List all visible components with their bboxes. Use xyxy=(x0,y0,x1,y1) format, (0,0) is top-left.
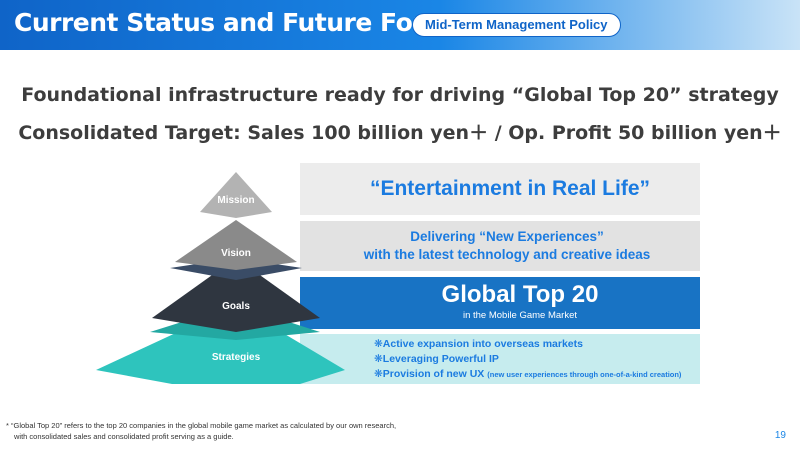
strategy-ux-note: (new user experiences through one-of-a-k… xyxy=(487,370,682,379)
strategy-ux-label: ❋Provision of new UX xyxy=(374,368,485,380)
pyramid-layer-goals xyxy=(152,258,320,332)
headline-strategy: Foundational infrastructure ready for dr… xyxy=(21,84,779,106)
pyramid-label-goals: Goals xyxy=(222,301,250,312)
pyramid-layer-strategies xyxy=(96,305,345,384)
goals-sub-text: in the Mobile Game Market xyxy=(462,310,578,321)
strategies-band xyxy=(300,334,700,384)
header-bar xyxy=(0,0,800,50)
pyramid-label-strategies: Strategies xyxy=(211,352,261,363)
footnote-line-2: with consolidated sales and consolidated… xyxy=(14,432,234,441)
goals-main-text: Global Top 20 xyxy=(441,281,599,308)
strategy-item-ip: ❋Leveraging Powerful IP xyxy=(374,353,499,365)
strategy-item-ux: ❋Provision of new UX (new user experienc… xyxy=(374,367,700,382)
strategy-list: ❋Active expansion into overseas markets … xyxy=(374,337,700,382)
page-number: 19 xyxy=(774,430,786,441)
strategy-item-overseas: ❋Active expansion into overseas markets xyxy=(374,338,583,350)
vision-line-2: with the latest technology and creative … xyxy=(363,247,651,262)
mission-band: “Entertainment in Real Life” xyxy=(300,163,700,215)
policy-tag: Mid-Term Management Policy xyxy=(412,13,621,37)
footnote-line-1: * “Global Top 20” refers to the top 20 c… xyxy=(6,421,397,430)
pyramid-layer-mission xyxy=(200,172,272,218)
headline-target: Consolidated Target: Sales 100 billion y… xyxy=(18,122,782,144)
pyramid-label-vision: Vision xyxy=(221,248,251,259)
goals-band: Global Top 20 in the Mobile Game Market xyxy=(300,277,700,329)
pyramid-diagram xyxy=(96,172,345,384)
pyramid-layer-vision xyxy=(175,220,297,270)
vision-line-1: Delivering “New Experiences” xyxy=(410,229,604,244)
mission-statement: “Entertainment in Real Life” xyxy=(369,177,651,200)
pyramid-label-mission: Mission xyxy=(217,195,255,206)
vision-band: Delivering “New Experiences” with the la… xyxy=(300,221,700,271)
